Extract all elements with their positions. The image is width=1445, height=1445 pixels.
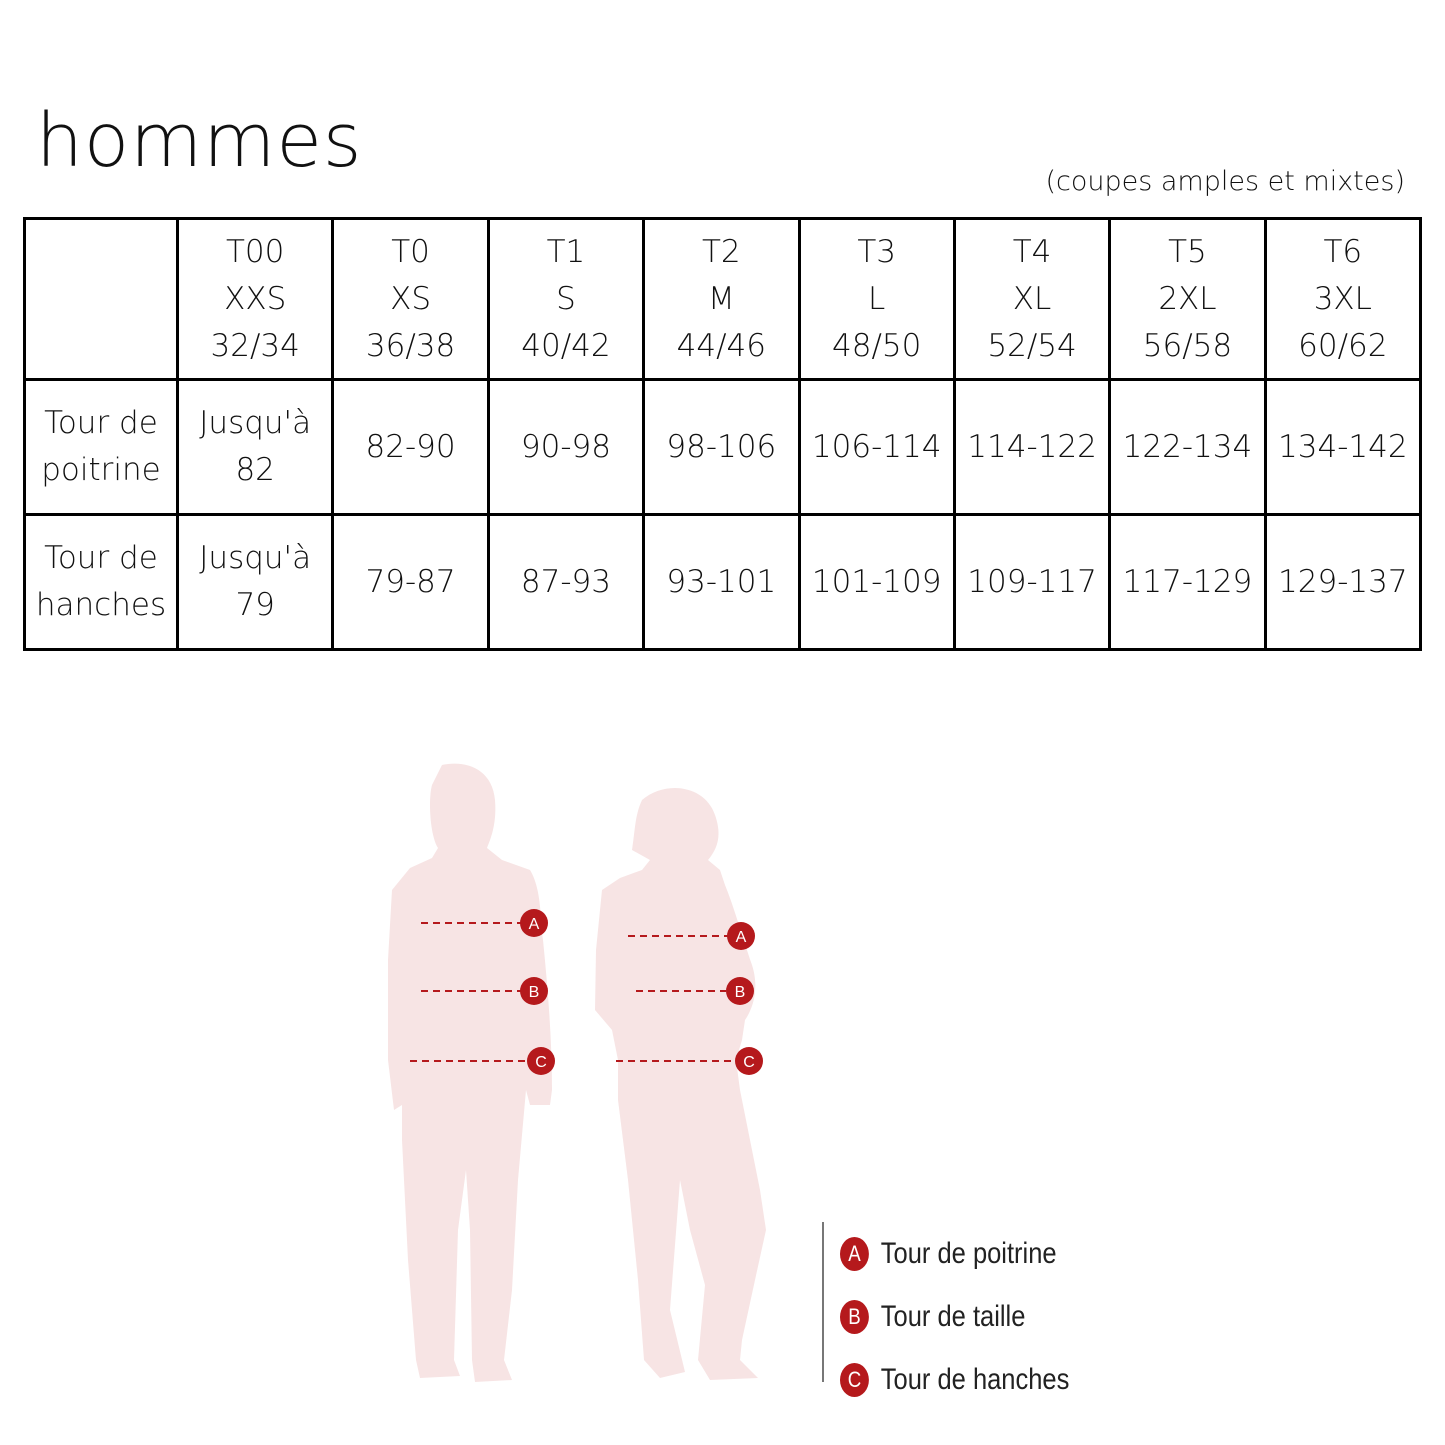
cell-line: XL — [1012, 280, 1052, 317]
cell-line: T6 — [1323, 233, 1363, 270]
value-cell: 122-134 — [1108, 378, 1267, 516]
cell-line: T00 — [225, 233, 285, 270]
value-cell: 129-137 — [1263, 513, 1423, 651]
svg-text:C: C — [743, 1054, 755, 1071]
cell-line: T5 — [1168, 233, 1207, 270]
value-cell: 98-106 — [642, 378, 801, 516]
cell-line: 36/38 — [365, 327, 456, 364]
svg-text:C: C — [535, 1054, 547, 1071]
cell-line: T1 — [546, 233, 586, 270]
legend-label: Tour de hanches — [880, 1362, 1070, 1396]
value-cell: 106-114 — [797, 378, 956, 516]
value-cell: 82-90 — [331, 378, 490, 516]
value-cell: 109-117 — [952, 513, 1112, 651]
size-header-cell: T00 XXS 32/34 — [175, 217, 335, 381]
svg-text:A: A — [736, 929, 747, 946]
cell-line: 52/54 — [987, 327, 1077, 364]
cell-line: Tour de — [44, 540, 158, 576]
badge-a-icon: A — [840, 1236, 869, 1271]
size-header-cell: T2 M 44/46 — [642, 217, 801, 381]
measurement-lines — [410, 922, 736, 1062]
cell-line: XXS — [224, 280, 287, 317]
cell-line: L — [868, 280, 886, 317]
cell-line: poitrine — [41, 452, 161, 488]
measurement-figure: A B C A B C — [388, 763, 766, 1382]
cell-line: 3XL — [1313, 280, 1372, 317]
size-table: T00 XXS 32/34 T0 XS 36/38 T1 S 40/42 T2 M 44/46 T3 L 4… — [23, 217, 1423, 651]
cell-line: XS — [390, 280, 432, 317]
badge-b-icon: B — [840, 1299, 869, 1334]
cell-line: 60/62 — [1298, 327, 1388, 364]
value-cell: 87-93 — [486, 513, 646, 651]
value-cell: 79-87 — [331, 513, 490, 651]
cell-line: S — [556, 280, 576, 317]
size-header-cell: T1 S 40/42 — [486, 217, 646, 381]
legend-label: Tour de poitrine — [880, 1236, 1057, 1270]
cell-line: 2XL — [1158, 280, 1217, 317]
cell-line: T4 — [1012, 233, 1052, 270]
cell-line: 79 — [235, 587, 275, 623]
cell-line: T3 — [857, 233, 897, 270]
svg-text:A: A — [529, 916, 540, 933]
value-cell: 134-142 — [1263, 378, 1423, 516]
value-cell: 114-122 — [952, 378, 1112, 516]
row-label-cell: Tour de poitrine — [23, 378, 179, 516]
cell-line: Jusqu'à — [199, 540, 312, 576]
legend-item-a: A Tour de poitrine — [840, 1222, 1069, 1285]
value-cell: 101-109 — [797, 513, 956, 651]
legend-item-b: B Tour de taille — [840, 1285, 1069, 1348]
cell-line: 82 — [235, 452, 275, 488]
row-label-cell: Tour de hanches — [23, 513, 179, 651]
svg-text:B: B — [529, 984, 540, 1001]
value-cell: 93-101 — [642, 513, 801, 651]
size-header-cell: T5 2XL 56/58 — [1108, 217, 1267, 381]
subtitle: (coupes amples et mixtes) — [1045, 166, 1405, 197]
value-cell: Jusqu'à 82 — [175, 378, 335, 516]
measurement-legend: A Tour de poitrine B Tour de taille C Tour … — [822, 1222, 1110, 1397]
value-cell: 117-129 — [1108, 513, 1267, 651]
male-silhouette — [388, 763, 552, 1382]
marker-badges — [520, 909, 763, 1075]
cell-line: T0 — [391, 233, 430, 270]
empty-corner-cell — [23, 217, 179, 381]
size-header-cell: T0 XS 36/38 — [331, 217, 490, 381]
legend-item-c: C Tour de hanches — [840, 1348, 1069, 1411]
cell-line: T2 — [701, 233, 741, 270]
size-header-cell: T4 XL 52/54 — [952, 217, 1112, 381]
cell-line: hanches — [35, 587, 167, 623]
table-row: Tour de poitrine Jusqu'à 82 82-90 90-98 98-106… — [23, 378, 1423, 516]
cell-line: M — [707, 280, 735, 317]
cell-line: 56/58 — [1142, 327, 1233, 364]
table-row: Tour de hanches Jusqu'à 79 79-87 87-93 93-101 1… — [23, 513, 1423, 651]
cell-line: 48/50 — [832, 327, 922, 364]
size-header-cell: T3 L 48/50 — [797, 217, 956, 381]
cell-line: Tour de — [44, 405, 158, 441]
cell-line: 40/42 — [521, 327, 611, 364]
female-silhouette — [595, 788, 766, 1380]
badge-c-icon: C — [840, 1362, 869, 1397]
cell-line: Jusqu'à — [199, 405, 312, 441]
cell-line: 32/34 — [210, 327, 300, 364]
value-cell: Jusqu'à 79 — [175, 513, 335, 651]
value-cell: 90-98 — [486, 378, 646, 516]
marker-letters: A B C A B C — [529, 916, 755, 1071]
cell-line: 44/46 — [676, 327, 766, 364]
table-header-row: T00 XXS 32/34 T0 XS 36/38 T1 S 40/42 T2 M 44/46 T3 L 4… — [23, 217, 1423, 381]
page-title: hommes — [36, 98, 363, 184]
size-header-cell: T6 3XL 60/62 — [1263, 217, 1423, 381]
legend-label: Tour de taille — [880, 1299, 1026, 1333]
svg-text:B: B — [735, 984, 746, 1001]
